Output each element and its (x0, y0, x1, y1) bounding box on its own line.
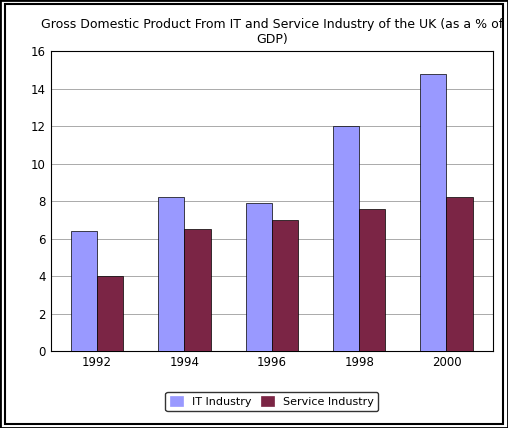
Title: Gross Domestic Product From IT and Service Industry of the UK (as a % of
GDP): Gross Domestic Product From IT and Servi… (41, 18, 503, 46)
Bar (420, 74, 447, 351)
Legend: IT Industry, Service Industry: IT Industry, Service Industry (166, 392, 378, 411)
Bar (97, 276, 123, 351)
Bar (447, 197, 472, 351)
Bar (245, 203, 272, 351)
Bar (272, 220, 298, 351)
Bar (359, 209, 386, 351)
Bar (158, 197, 184, 351)
Bar (333, 126, 359, 351)
Bar (184, 229, 211, 351)
Bar (71, 231, 97, 351)
